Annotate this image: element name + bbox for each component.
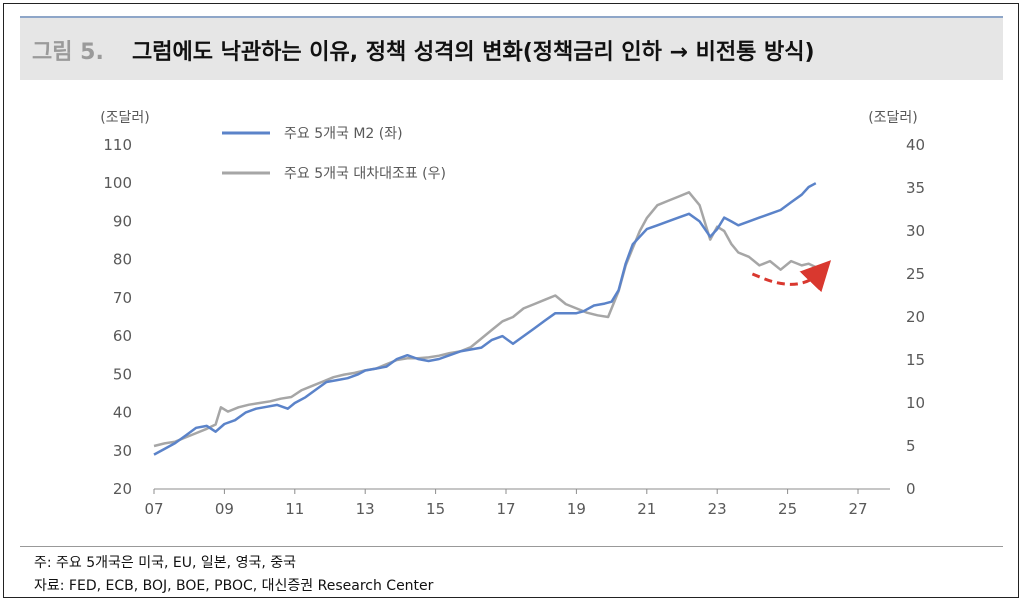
left-y-tick-label: 50 <box>113 365 132 383</box>
x-tick-label: 17 <box>496 500 515 518</box>
left-y-tick-label: 110 <box>103 136 132 154</box>
left-y-tick-label: 70 <box>113 289 132 307</box>
right-y-tick-label: 30 <box>906 222 925 240</box>
right-y-tick-label: 20 <box>906 308 925 326</box>
legend-label-balance: 주요 5개국 대차대조표 (우) <box>284 166 446 182</box>
legend-label-m2: 주요 5개국 M2 (좌) <box>284 126 403 142</box>
x-tick-label: 07 <box>144 500 163 518</box>
series-line-m2 <box>153 182 817 456</box>
x-tick-label: 13 <box>356 500 375 518</box>
right-y-tick-label: 40 <box>906 136 925 154</box>
left-y-tick-label: 90 <box>113 212 132 230</box>
left-y-tick-label: 40 <box>113 404 132 422</box>
right-y-tick-label: 35 <box>906 179 925 197</box>
figure-frame <box>3 3 1019 598</box>
left-y-tick-label: 100 <box>103 174 132 192</box>
right-y-tick-label: 10 <box>906 394 925 412</box>
x-tick-label: 15 <box>426 500 445 518</box>
x-tick-label: 09 <box>215 500 234 518</box>
footnote: 주: 주요 5개국은 미국, EU, 일본, 영국, 중국 <box>34 555 296 571</box>
source-note: 자료: FED, ECB, BOJ, BOE, PBOC, 대신증권 Resea… <box>34 578 434 594</box>
left-y-tick-label: 30 <box>113 442 132 460</box>
figure-title: 그럼에도 낙관하는 이유, 정책 성격의 변화(정책금리 인하 → 비전통 방식… <box>132 40 815 65</box>
footer-divider <box>20 546 1003 547</box>
right-axis-unit: (조달러) <box>868 110 918 126</box>
figure-number: 그림 5. <box>32 40 104 65</box>
right-y-tick-label: 5 <box>906 437 916 455</box>
left-axis-unit: (조달러) <box>100 110 150 126</box>
x-tick-label: 27 <box>848 500 867 518</box>
legend: 주요 5개국 M2 (좌) 주요 5개국 대차대조표 (우) <box>222 126 446 182</box>
right-y-tick-label: 15 <box>906 351 925 369</box>
x-tick-label: 25 <box>778 500 797 518</box>
projection-arrow <box>751 260 832 293</box>
right-y-tick-label: 25 <box>906 265 925 283</box>
x-tick-label: 11 <box>285 500 304 518</box>
x-tick-label: 23 <box>708 500 727 518</box>
right-y-tick-label: 0 <box>906 480 916 498</box>
title-bar: 그림 5. 그럼에도 낙관하는 이유, 정책 성격의 변화(정책금리 인하 → … <box>20 16 1003 80</box>
left-y-tick-label: 80 <box>113 251 132 269</box>
left-axis-ticks: 20 30 40 50 60 70 80 90 100 110 <box>103 136 132 498</box>
x-tick-label: 21 <box>637 500 656 518</box>
left-y-tick-label: 60 <box>113 327 132 345</box>
x-tick-label: 19 <box>567 500 586 518</box>
x-axis-ticks: 07 09 11 13 15 17 19 21 23 25 27 <box>144 489 868 518</box>
left-y-tick-label: 20 <box>113 480 132 498</box>
right-axis-ticks: 0 5 10 15 20 25 30 35 40 <box>906 136 925 498</box>
